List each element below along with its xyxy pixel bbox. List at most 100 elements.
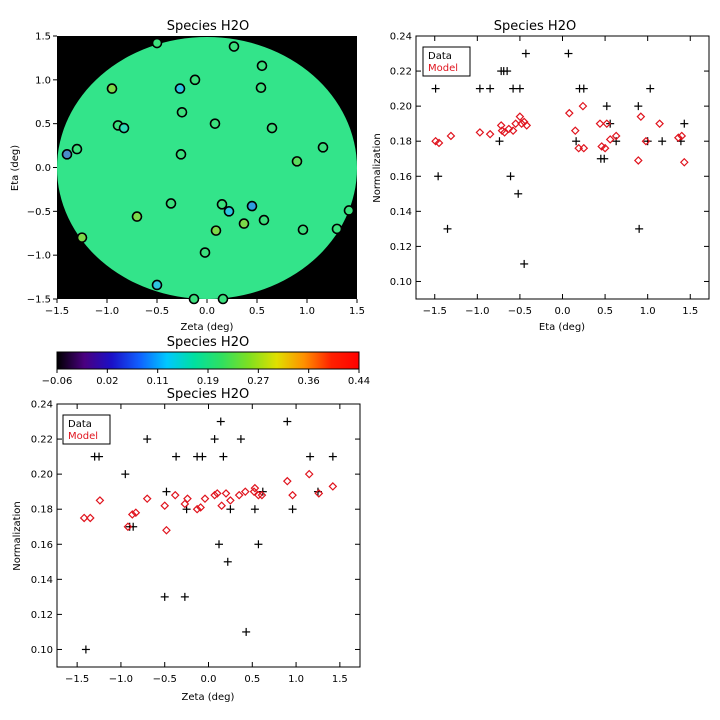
eta-data-point: [521, 49, 530, 58]
map-point: [317, 142, 329, 153]
zeta-model-point: [85, 513, 95, 523]
zeta-data-point: [328, 452, 337, 461]
zeta-model-point: [221, 489, 231, 498]
zeta-y-tick-label: 0.14: [31, 575, 53, 586]
map-point: [209, 118, 221, 129]
zeta-data-point: [95, 452, 104, 461]
map-point: [331, 223, 343, 235]
map-point: [258, 214, 270, 226]
zeta-model-point: [328, 482, 338, 491]
zeta-x-tick-label: −1.5: [65, 674, 89, 685]
zeta-model-point: [192, 504, 202, 514]
zeta-data-point: [210, 435, 219, 444]
zeta-model-point: [180, 499, 190, 509]
eta-data-point: [520, 259, 529, 268]
eta-axes: −1.5 −1.0 −0.5 0.0 0.5 1.0 1.5 0.10 0.12 0.14 0.16…: [390, 32, 709, 317]
colorbar-tick-label: −0.06: [42, 376, 73, 387]
zeta-model-point: [240, 487, 250, 497]
zeta-data-point: [121, 470, 130, 479]
map-point: [210, 225, 222, 236]
colorbar-tick-label: 0.02: [96, 376, 118, 387]
zeta-model-point: [95, 496, 105, 505]
eta-y-tick-label: 0.14: [390, 207, 412, 218]
zeta-data-point: [254, 540, 263, 549]
colorbar-tick-label: 0.27: [247, 376, 269, 387]
zeta-x-label: Zeta (deg): [182, 692, 235, 703]
eta-model-point: [511, 119, 521, 129]
eta-model-point: [677, 131, 687, 141]
eta-model-point: [605, 135, 615, 144]
eta-model-point: [515, 112, 525, 122]
map-point: [61, 149, 73, 160]
map-point: [343, 205, 355, 216]
colorbar-tick-label: 0.11: [147, 376, 169, 387]
zeta-model-point: [131, 508, 141, 518]
zeta-model-point: [250, 483, 260, 493]
zeta-model-point: [196, 503, 205, 512]
eta-model-point: [504, 124, 514, 134]
zeta-panel: Species H2O −1.5 −1.0 −0.5 0.0 0.5 1.0 1.5 0.10…: [12, 387, 361, 703]
zeta-model-point: [257, 490, 267, 500]
map-x-tick-label: −0.5: [145, 306, 169, 317]
map-y-tick-label: 1.0: [35, 75, 51, 86]
eta-model-point: [434, 138, 444, 148]
eta-model-point: [600, 143, 610, 153]
zeta-model-point: [183, 494, 192, 504]
colorbar: Species H2O −0.06 0.02 0.11 0.19 0.27 0.36 0.4…: [42, 335, 370, 387]
map-point: [189, 74, 201, 86]
map-point: [188, 293, 200, 305]
zeta-y-tick-label: 0.22: [31, 435, 53, 446]
map-point: [151, 37, 163, 49]
map-point: [71, 143, 83, 155]
eta-data-point: [579, 84, 588, 93]
zeta-model-point: [234, 490, 244, 500]
eta-model-point: [673, 133, 683, 143]
eta-data-point: [434, 172, 443, 181]
map-x-tick-label: 0.5: [249, 306, 265, 317]
eta-data-point: [431, 84, 440, 93]
zeta-data-point: [306, 452, 315, 461]
map-point: [199, 247, 211, 258]
colorbar-title: Species H2O: [167, 335, 249, 350]
map-x-ticks: −1.5 −1.0 −0.5 0.0 0.5 1.0 1.5: [45, 299, 365, 317]
zeta-data-point: [283, 417, 292, 426]
eta-model-point: [496, 121, 506, 130]
eta-title: Species H2O: [494, 19, 576, 34]
map-point: [246, 200, 258, 212]
eta-data-point: [680, 119, 689, 128]
eta-data-point: [486, 84, 495, 93]
zeta-data-point: [143, 435, 152, 444]
zeta-axes: −1.5 −1.0 −0.5 0.0 0.5 1.0 1.5 0.10 0.12 0.14 0.16…: [31, 400, 360, 685]
map-point: [131, 211, 143, 222]
eta-y-tick-label: 0.10: [390, 277, 412, 288]
zeta-model-point: [254, 490, 263, 500]
zeta-y-tick-label: 0.20: [31, 470, 53, 481]
eta-x-tick-label: 1.5: [682, 306, 698, 317]
eta-model-point: [564, 108, 574, 118]
eta-data-point: [646, 84, 655, 93]
colorbar-tick-label: 0.36: [298, 376, 320, 387]
eta-x-label: Eta (deg): [539, 322, 585, 333]
eta-data-point: [643, 137, 652, 146]
zeta-data-point: [236, 435, 245, 444]
zeta-model-point: [288, 490, 297, 500]
map-y-tick-label: 0.5: [35, 119, 51, 130]
eta-y-tick-label: 0.16: [390, 172, 412, 183]
map-point: [238, 218, 250, 229]
map-x-label: Zeta (deg): [181, 322, 234, 333]
zeta-y-tick-label: 0.18: [31, 505, 53, 516]
map-point: [175, 149, 187, 160]
eta-data-point: [658, 137, 667, 146]
eta-legend-box: [422, 46, 471, 77]
eta-y-tick-label: 0.18: [390, 137, 412, 148]
eta-data-point: [564, 49, 573, 58]
zeta-data-point: [216, 417, 225, 426]
zeta-data-point: [258, 487, 267, 496]
map-point: [266, 122, 278, 134]
zeta-y-tick-label: 0.16: [31, 540, 53, 551]
eta-model-point: [485, 129, 495, 139]
eta-model-point: [522, 121, 532, 130]
eta-data-point: [600, 154, 609, 163]
eta-x-tick-label: 1.0: [640, 306, 656, 317]
zeta-legend: Data Model: [62, 414, 111, 445]
